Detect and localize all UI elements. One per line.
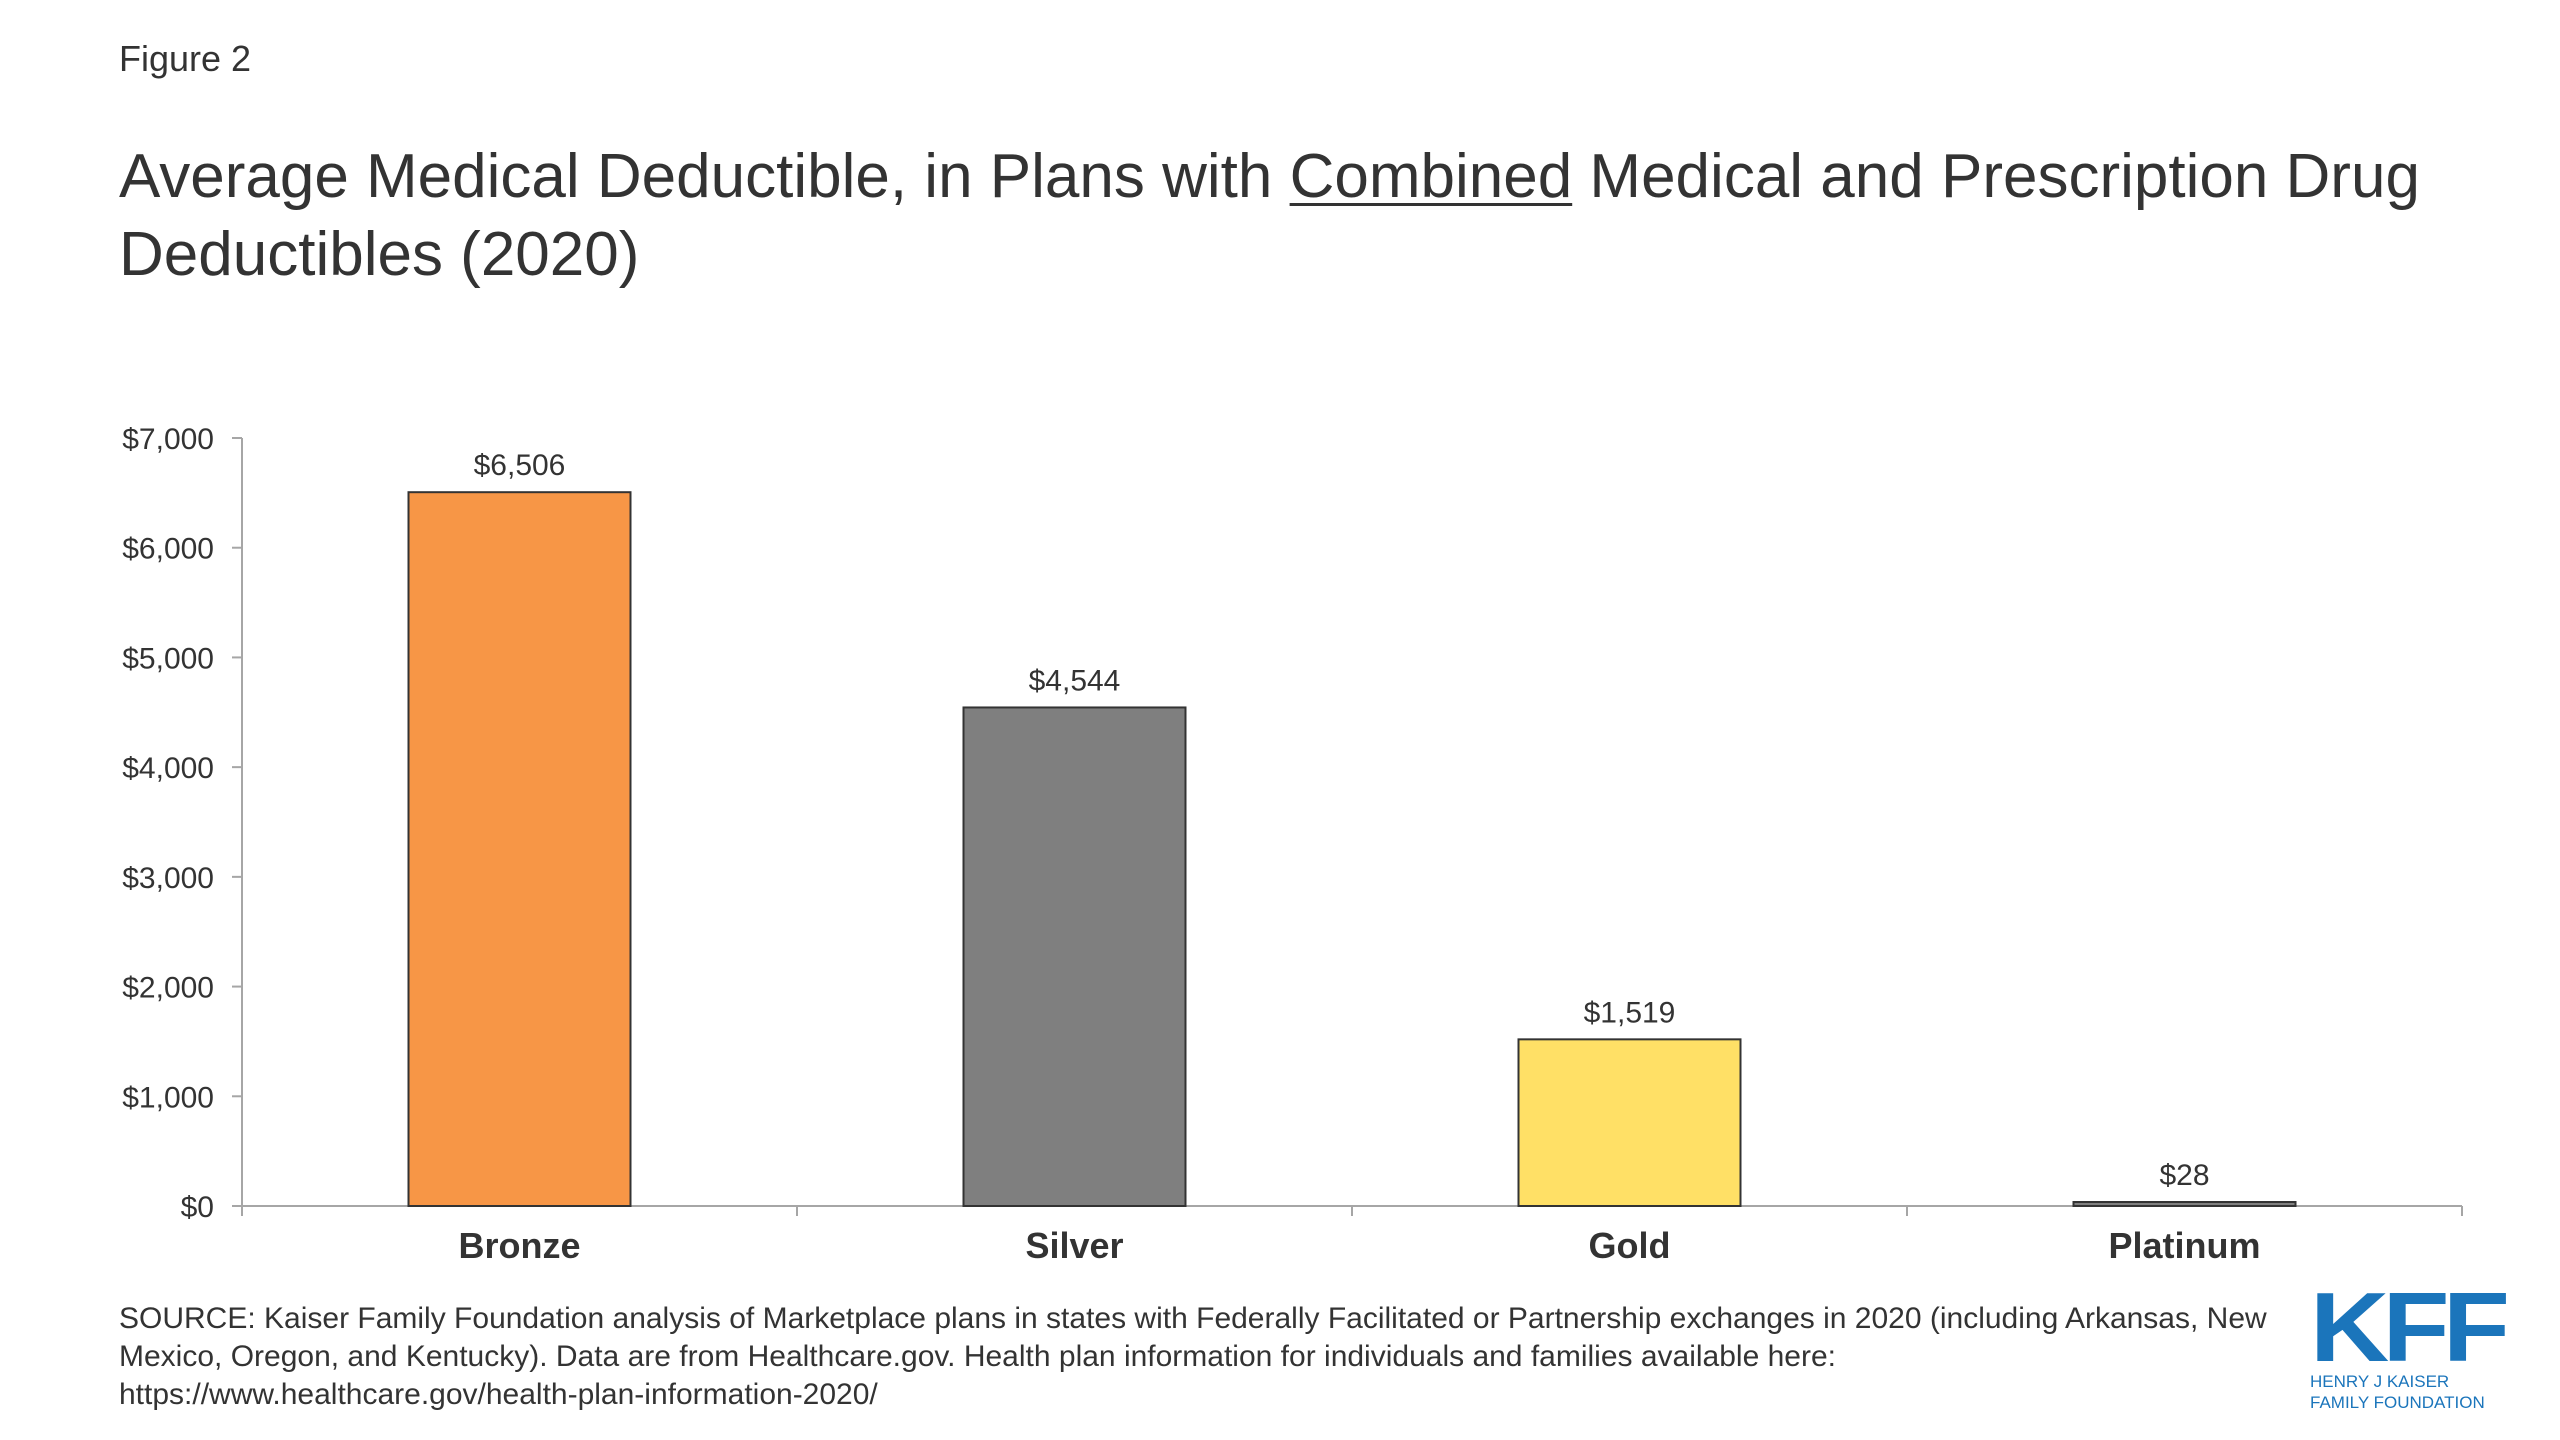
title-emphasis: Combined: [1289, 142, 1573, 211]
y-tick-label: $1,000: [122, 1081, 214, 1114]
y-tick-label: $4,000: [122, 752, 214, 785]
figure-label: Figure 2: [119, 38, 252, 79]
bar-silver: [962, 706, 1187, 1208]
logo-line-1: HENRY J KAISER: [2310, 1372, 2450, 1391]
y-tick-label: $7,000: [122, 423, 214, 456]
y-tick-label: $2,000: [122, 972, 214, 1005]
title-part-1: Average Medical Deductible, in Plans wit…: [119, 142, 1290, 211]
bar-bronze: [407, 491, 632, 1207]
logo-mark: KFF: [2310, 1272, 2510, 1382]
logo-line-2: FAMILY FOUNDATION: [2310, 1393, 2485, 1412]
category-label: Platinum: [2108, 1225, 2260, 1266]
y-tick-label: $0: [181, 1191, 214, 1224]
y-tick-label: $5,000: [122, 642, 214, 675]
value-label: $28: [2159, 1159, 2209, 1192]
source-note: SOURCE: Kaiser Family Foundation analysi…: [119, 1302, 2267, 1411]
y-tick-label: $3,000: [122, 862, 214, 895]
kff-logo: KFF HENRY J KAISER FAMILY FOUNDATION: [2310, 1278, 2510, 1412]
value-label: $4,544: [1029, 664, 1121, 697]
bar-platinum: [2072, 1201, 2297, 1207]
y-tick-label: $6,000: [122, 533, 214, 566]
value-label: $6,506: [474, 449, 566, 482]
value-label: $1,519: [1584, 996, 1676, 1029]
bar-gold: [1517, 1038, 1742, 1207]
title-part-2: Medical and Prescription Drug Deductible…: [119, 142, 2420, 289]
category-label: Silver: [1025, 1225, 1123, 1266]
chart-title: Average Medical Deductible, in Plans wit…: [119, 138, 2449, 294]
category-label: Bronze: [458, 1225, 580, 1266]
category-label: Gold: [1589, 1225, 1671, 1266]
